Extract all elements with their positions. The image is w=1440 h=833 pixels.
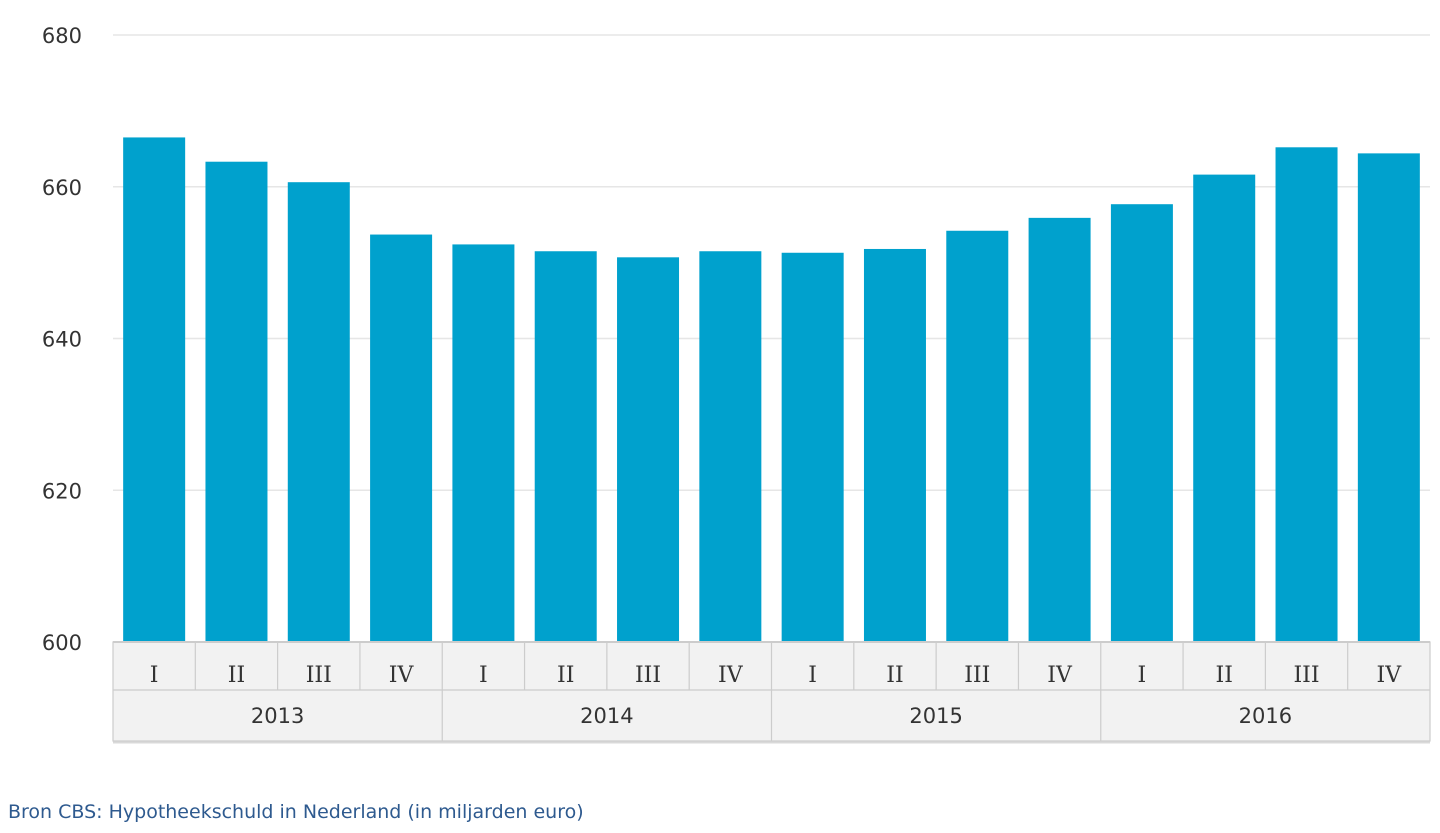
quarter-label: IV <box>1047 663 1073 688</box>
bar <box>1193 174 1256 643</box>
year-label: 2013 <box>251 704 304 728</box>
source-caption: Bron CBS: Hypotheekschuld in Nederland (… <box>8 801 584 823</box>
year-label: 2015 <box>909 704 962 728</box>
quarter-label: I <box>479 663 488 688</box>
bar <box>1028 217 1091 642</box>
bars <box>123 137 1420 643</box>
bar <box>617 257 680 642</box>
quarter-label: IV <box>1377 663 1403 688</box>
bar <box>781 252 844 643</box>
bar <box>946 230 1009 642</box>
y-axis-ticks: 600 620 640 660 680 <box>42 24 82 655</box>
bar <box>699 251 762 642</box>
y-tick-label: 660 <box>42 176 82 200</box>
quarter-label: III <box>306 663 332 688</box>
bar <box>534 251 597 642</box>
bar <box>1110 204 1173 643</box>
y-tick-label: 620 <box>42 479 82 503</box>
quarter-label: I <box>808 663 817 688</box>
quarter-label: II <box>886 663 903 688</box>
y-tick-label: 680 <box>42 24 82 48</box>
quarter-label: IV <box>389 663 415 688</box>
bar <box>287 182 350 642</box>
bar <box>1275 147 1338 643</box>
quarter-label: IV <box>718 663 744 688</box>
quarter-label: II <box>1216 663 1233 688</box>
quarter-label: III <box>964 663 990 688</box>
bar <box>123 137 186 642</box>
year-label: 2014 <box>580 704 633 728</box>
bar <box>1357 153 1420 643</box>
bar <box>370 234 433 642</box>
quarter-label: II <box>557 663 574 688</box>
quarter-label: I <box>150 663 159 688</box>
bar <box>452 244 515 643</box>
year-label: 2016 <box>1239 704 1292 728</box>
quarter-label: III <box>1293 663 1319 688</box>
y-tick-label: 600 <box>42 631 82 655</box>
y-tick-label: 640 <box>42 328 82 352</box>
bar <box>205 161 268 642</box>
quarter-label: III <box>635 663 661 688</box>
bar <box>863 248 926 642</box>
quarter-label: II <box>228 663 245 688</box>
quarter-label: I <box>1138 663 1147 688</box>
